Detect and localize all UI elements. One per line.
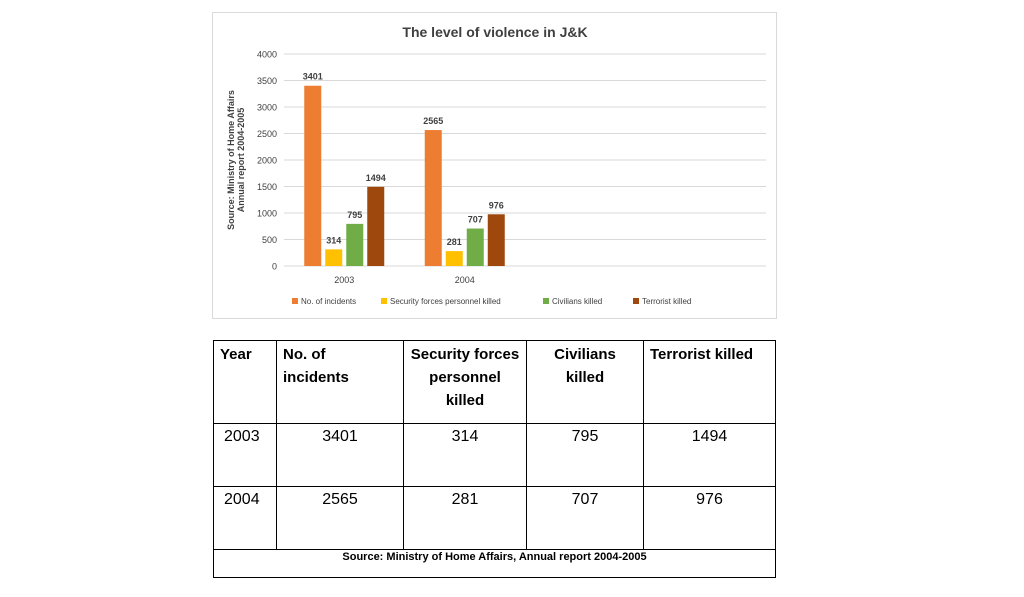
bar — [487, 214, 505, 266]
legend-swatch — [543, 298, 549, 304]
legend-swatch — [381, 298, 387, 304]
bar — [445, 251, 463, 266]
bar-chart: The level of violence in J&K 0 500 1000 1500… — [226, 24, 766, 306]
table-source-row: Source: Ministry of Home Affairs, Annual… — [213, 549, 776, 578]
table-header-row: Year No. of incidents Security forces pers… — [213, 340, 776, 424]
table-cell: 2565 — [276, 486, 404, 550]
data-label: 1494 — [366, 173, 386, 183]
table-header-cell: Year — [213, 340, 277, 424]
table-cell: 2004 — [213, 486, 277, 550]
bar — [466, 228, 484, 266]
table-source-note: Source: Ministry of Home Affairs, Annual… — [213, 549, 776, 578]
y-tick-label: 2500 — [257, 129, 277, 139]
bar — [424, 130, 442, 266]
y-axis-label: Source: Ministry of Home AffairsAnnual r… — [226, 90, 246, 230]
bar — [304, 85, 322, 266]
table-row: 2003 3401 314 795 1494 — [213, 423, 776, 487]
legend-label: Civilians killed — [552, 297, 602, 306]
data-label: 2565 — [423, 116, 443, 126]
table-header-cell: Civilians killed — [526, 340, 644, 424]
bar — [346, 223, 364, 266]
x-tick-label: 2003 — [334, 275, 354, 285]
table-row: 2004 2565 281 707 976 — [213, 486, 776, 550]
y-tick-label: 4000 — [257, 50, 277, 60]
chart-panel: The level of violence in J&K 0 500 1000 1500… — [212, 12, 777, 319]
table-cell: 795 — [526, 423, 644, 487]
data-table: Year No. of incidents Security forces pers… — [213, 340, 776, 578]
chart-title: The level of violence in J&K — [402, 24, 587, 40]
data-label: 314 — [326, 235, 341, 245]
table-cell: 707 — [526, 486, 644, 550]
table-cell: 1494 — [643, 423, 776, 487]
table-header-cell: Terrorist killed — [643, 340, 776, 424]
legend-label: No. of incidents — [301, 297, 356, 306]
legend-label: Security forces personnel killed — [390, 297, 501, 306]
y-tick-label: 3500 — [257, 76, 277, 86]
y-tick-label: 0 — [272, 262, 277, 272]
y-tick-label: 1500 — [257, 182, 277, 192]
y-tick-label: 2000 — [257, 156, 277, 166]
y-tick-label: 3000 — [257, 103, 277, 113]
data-label: 3401 — [303, 72, 323, 82]
y-tick-label: 1000 — [257, 209, 277, 219]
y-tick-label: 500 — [262, 235, 277, 245]
legend-swatch — [633, 298, 639, 304]
table-header-cell: Security forces personnel killed — [403, 340, 527, 424]
data-label: 976 — [489, 200, 504, 210]
table-cell: 3401 — [276, 423, 404, 487]
data-label: 281 — [447, 237, 462, 247]
legend-swatch — [292, 298, 298, 304]
bar — [367, 186, 385, 266]
table-cell: 976 — [643, 486, 776, 550]
bar — [325, 249, 343, 266]
table-cell: 2003 — [213, 423, 277, 487]
x-tick-label: 2004 — [455, 275, 475, 285]
table-cell: 314 — [403, 423, 527, 487]
legend-label: Terrorist killed — [642, 297, 691, 306]
data-label: 795 — [347, 210, 362, 220]
table-header-cell: No. of incidents — [276, 340, 404, 424]
data-label: 707 — [468, 215, 483, 225]
table-cell: 281 — [403, 486, 527, 550]
